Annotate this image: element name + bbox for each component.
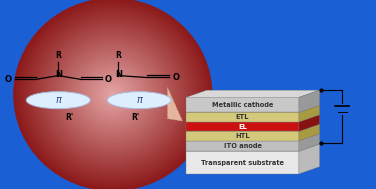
Text: R: R	[55, 51, 61, 60]
Ellipse shape	[83, 66, 143, 123]
Polygon shape	[299, 144, 320, 174]
Text: HTL: HTL	[235, 133, 250, 139]
Ellipse shape	[59, 42, 167, 147]
Text: R: R	[115, 51, 121, 60]
Polygon shape	[186, 131, 299, 141]
Text: O: O	[172, 73, 179, 82]
Ellipse shape	[75, 58, 151, 131]
Ellipse shape	[91, 73, 135, 116]
Ellipse shape	[55, 38, 171, 151]
Ellipse shape	[85, 67, 141, 122]
Polygon shape	[299, 124, 320, 141]
Ellipse shape	[67, 50, 159, 139]
Ellipse shape	[101, 83, 125, 106]
Ellipse shape	[71, 54, 155, 135]
Ellipse shape	[37, 21, 188, 168]
Ellipse shape	[95, 77, 131, 112]
Text: N: N	[115, 70, 122, 79]
Ellipse shape	[77, 60, 149, 129]
Ellipse shape	[73, 56, 153, 133]
Polygon shape	[299, 115, 320, 131]
Ellipse shape	[43, 27, 183, 162]
Text: Metallic cathode: Metallic cathode	[212, 102, 273, 108]
Polygon shape	[186, 105, 320, 112]
Ellipse shape	[103, 85, 123, 104]
Ellipse shape	[49, 33, 177, 156]
Ellipse shape	[31, 15, 194, 174]
Ellipse shape	[47, 31, 179, 158]
Polygon shape	[186, 134, 320, 141]
Text: π: π	[55, 95, 61, 105]
Ellipse shape	[69, 52, 157, 137]
Text: Transparent substrate: Transparent substrate	[201, 160, 284, 166]
Text: O: O	[105, 75, 112, 84]
Polygon shape	[299, 90, 320, 112]
Ellipse shape	[25, 9, 200, 180]
Ellipse shape	[13, 0, 212, 189]
Ellipse shape	[33, 17, 193, 172]
Ellipse shape	[79, 62, 147, 127]
Text: N: N	[55, 70, 62, 79]
Polygon shape	[168, 88, 182, 121]
Ellipse shape	[107, 89, 119, 100]
Ellipse shape	[99, 81, 127, 108]
Ellipse shape	[17, 2, 208, 187]
Ellipse shape	[107, 92, 171, 109]
Polygon shape	[299, 134, 320, 151]
Text: ETL: ETL	[236, 114, 249, 120]
Ellipse shape	[51, 35, 174, 154]
Ellipse shape	[61, 44, 165, 145]
Ellipse shape	[26, 92, 90, 109]
Polygon shape	[186, 144, 320, 151]
Ellipse shape	[89, 71, 137, 118]
Ellipse shape	[109, 91, 117, 98]
Polygon shape	[186, 124, 320, 131]
Ellipse shape	[97, 79, 129, 110]
Ellipse shape	[35, 19, 191, 170]
Polygon shape	[186, 97, 299, 112]
Text: O: O	[5, 75, 12, 84]
Ellipse shape	[39, 23, 186, 166]
Ellipse shape	[87, 69, 139, 120]
Polygon shape	[299, 105, 320, 122]
Ellipse shape	[45, 29, 180, 160]
Ellipse shape	[19, 4, 206, 185]
Ellipse shape	[23, 8, 202, 181]
Text: π: π	[136, 95, 142, 105]
Ellipse shape	[53, 36, 173, 153]
Ellipse shape	[93, 75, 133, 114]
Text: ITO anode: ITO anode	[223, 143, 262, 149]
Polygon shape	[186, 112, 299, 122]
Ellipse shape	[29, 13, 197, 176]
Ellipse shape	[63, 46, 162, 143]
Ellipse shape	[111, 93, 115, 96]
Ellipse shape	[81, 64, 145, 125]
Ellipse shape	[41, 25, 185, 164]
Text: R': R'	[131, 113, 139, 122]
Polygon shape	[186, 151, 299, 174]
Polygon shape	[186, 90, 320, 97]
Ellipse shape	[21, 6, 205, 183]
Ellipse shape	[105, 87, 121, 102]
Ellipse shape	[57, 40, 168, 149]
Polygon shape	[186, 122, 299, 131]
Polygon shape	[186, 141, 299, 151]
Polygon shape	[186, 115, 320, 122]
Ellipse shape	[65, 48, 161, 141]
Text: R': R'	[65, 113, 74, 122]
Ellipse shape	[27, 11, 199, 178]
Text: EL: EL	[238, 124, 247, 130]
Ellipse shape	[15, 0, 211, 189]
